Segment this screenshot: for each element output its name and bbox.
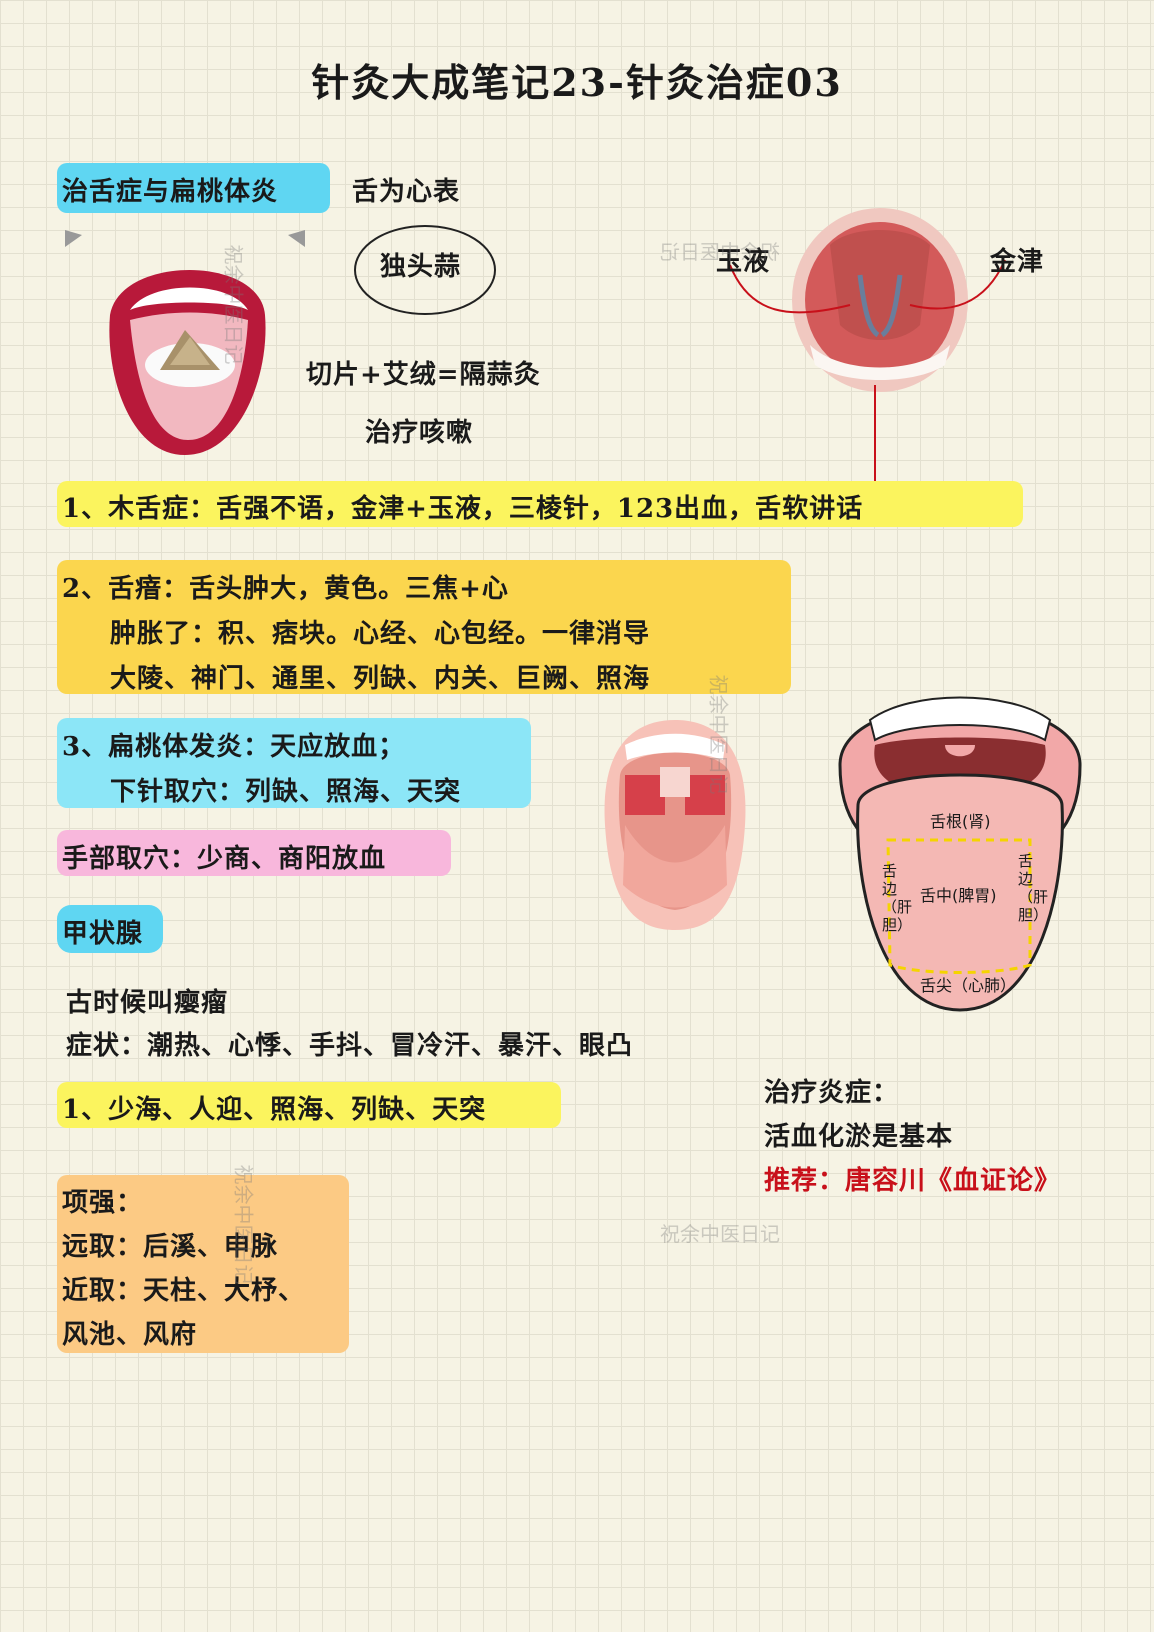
item2-line3: 大陵、神门、通里、列缺、内关、巨阙、照海: [110, 664, 651, 694]
label-yuye: 玉液: [716, 247, 771, 277]
thyroid-item1: 1、少海、人迎、照海、列缺、天突: [62, 1095, 487, 1125]
neck-line1: 项强：: [62, 1188, 144, 1218]
item3-line1: 3、扁桃体发炎：天应放血；: [62, 732, 406, 762]
thyroid-heading: 甲状腺: [62, 919, 144, 949]
tonsil-illustration: [604, 720, 746, 930]
tongue-right-edge-label: 舌边（肝胆）: [1018, 852, 1049, 924]
watermark: 祝余中医日记: [660, 1222, 780, 1246]
mouth-moxa-illustration: [65, 230, 305, 455]
neck-highlight: [57, 1175, 349, 1353]
neck-line2: 远取：后溪、申脉: [62, 1232, 279, 1262]
item2-highlight: [57, 560, 791, 694]
item1-mushe: 1、木舌症：舌强不语，金津+玉液，三棱针，123出血，舌软讲话: [62, 494, 864, 524]
thyroid-ancient: 古时候叫瘿瘤: [66, 988, 229, 1018]
page-title: 针灸大成笔记23-针灸治症03: [311, 60, 843, 105]
item1-highlight: [57, 481, 1023, 527]
item2-line1: 2、舌瘖：舌头肿大，黄色。三焦+心: [62, 574, 509, 604]
thyroid-symptoms: 症状：潮热、心悸、手抖、冒冷汗、暴汗、眼凸: [66, 1031, 634, 1061]
watermark: 祝余中医日记: [221, 244, 246, 365]
thyroid-item1-highlight: [57, 1082, 561, 1128]
note-tongue-heart: 舌为心表: [352, 177, 461, 207]
garlic-method: 切片+艾绒=隔蒜灸: [306, 360, 541, 390]
inflammation-recommendation: 推荐：唐容川《血证论》: [764, 1166, 1062, 1196]
inflammation-line1: 治疗炎症：: [764, 1078, 900, 1108]
neck-line4: 风池、风府: [62, 1320, 198, 1350]
garlic-use: 治疗咳嗽: [365, 418, 474, 448]
palate-illustration: [729, 208, 1006, 490]
tongue-tip-label: 舌尖（心肺）: [920, 976, 1017, 995]
watermark: 祝余中医日记: [660, 240, 780, 264]
thyroid-highlight: [57, 905, 163, 953]
tongue-center-label: 舌中(脾胃): [920, 886, 997, 905]
neck-line3: 近取：天柱、大杼、: [62, 1276, 306, 1306]
hand-highlight: [57, 830, 451, 876]
inflammation-line2: 活血化淤是基本: [764, 1122, 954, 1152]
section-heading-highlight: [57, 163, 330, 213]
tongue-left-edge-label: 舌边（肝胆）: [882, 862, 913, 934]
section-heading-tongue: 治舌症与扁桃体炎: [62, 177, 279, 207]
garlic-circle: [354, 225, 496, 315]
garlic-label: 独头蒜: [380, 252, 462, 282]
watermark: 祝余中医日记: [706, 674, 731, 795]
label-jinjin: 金津: [990, 247, 1045, 277]
watermark: 祝余中医日记: [231, 1164, 256, 1285]
hand-points: 手部取穴：少商、商阳放血: [62, 844, 387, 874]
tongue-root-label: 舌根(肾): [930, 812, 991, 831]
item3-line2: 下针取穴：列缺、照海、天突: [110, 777, 462, 807]
item2-line2: 肿胀了：积、痞块。心经、心包经。一律消导: [110, 619, 651, 649]
item3-highlight: [57, 718, 531, 808]
tongue-map-illustration: [838, 696, 1082, 1012]
